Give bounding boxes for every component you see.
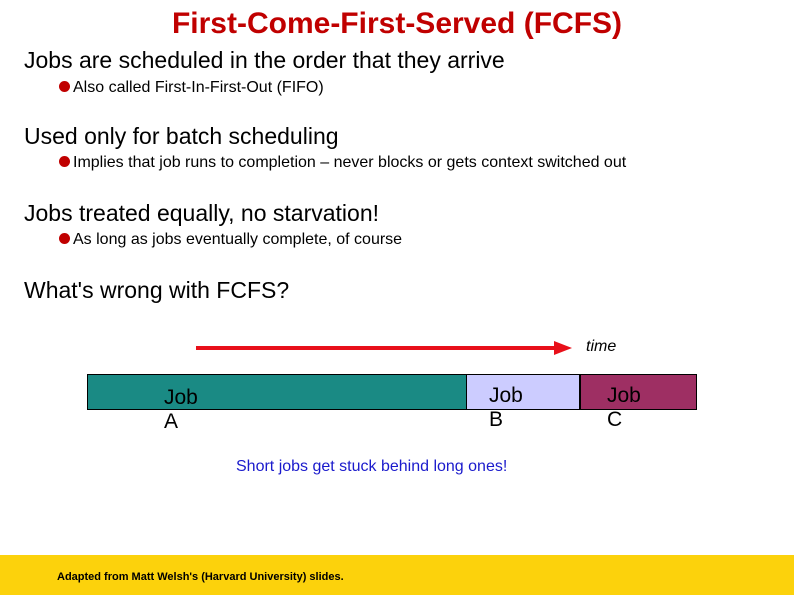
- job-a-label-line1: Job: [164, 386, 198, 409]
- job-b-label: Job B: [489, 384, 523, 432]
- bullet-heading-batch: Used only for batch scheduling: [24, 123, 339, 149]
- job-b-bar: [466, 374, 580, 410]
- job-c-bar: [580, 374, 697, 410]
- job-c-label-line1: Job: [607, 384, 641, 407]
- bullet-heading-equal: Jobs treated equally, no starvation!: [24, 200, 380, 226]
- sub-bullet-complete: As long as jobs eventually complete, of …: [59, 230, 402, 250]
- bullet-heading-order: Jobs are scheduled in the order that the…: [24, 47, 505, 73]
- diagram-caption: Short jobs get stuck behind long ones!: [236, 458, 508, 475]
- job-a-label: Job A: [164, 386, 198, 434]
- slide-title: First-Come-First-Served (FCFS): [171, 7, 623, 40]
- bullet-dot-icon: [59, 81, 70, 92]
- job-c-label: Job C: [607, 384, 641, 432]
- sub-bullet-fifo: Also called First-In-First-Out (FIFO): [59, 78, 324, 98]
- job-b-label-line1: Job: [489, 384, 523, 407]
- sub-bullet-text: As long as jobs eventually complete, of …: [73, 231, 403, 248]
- job-b-label-line2: B: [489, 408, 504, 431]
- bullet-dot-icon: [59, 156, 70, 167]
- footer-credit: Adapted from Matt Welsh's (Harvard Unive…: [57, 571, 344, 583]
- sub-bullet-text: Implies that job runs to completion – ne…: [73, 154, 627, 171]
- sub-bullet-completion: Implies that job runs to completion – ne…: [59, 153, 626, 173]
- job-a-label-line2: A: [164, 410, 179, 433]
- sub-bullet-text: Also called First-In-First-Out (FIFO): [73, 79, 324, 96]
- bullet-heading-wrong: What's wrong with FCFS?: [24, 277, 290, 303]
- job-c-label-line2: C: [607, 408, 623, 431]
- bullet-dot-icon: [59, 233, 70, 244]
- footer-band: [0, 555, 794, 595]
- timeline-arrow-icon: [196, 341, 572, 355]
- time-label: time: [586, 338, 617, 355]
